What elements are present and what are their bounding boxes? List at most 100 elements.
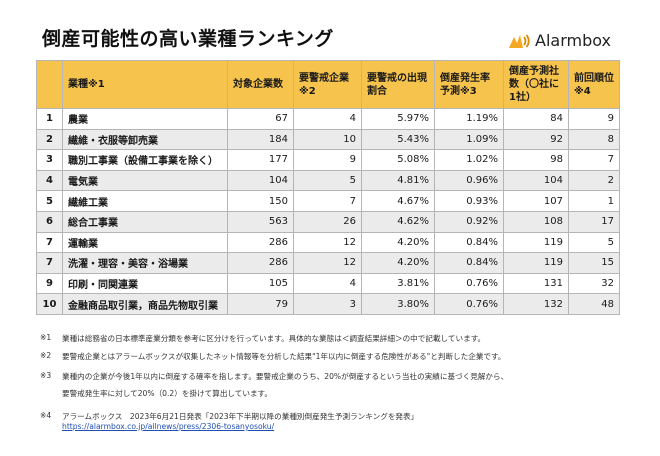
brand-logo: Alarmbox <box>508 31 611 50</box>
rate-cell: 0.93% <box>434 190 504 212</box>
rate-cell: 1.02% <box>434 149 504 171</box>
table-row: 6 総合工事業 563 26 4.62% 0.92% 108 17 <box>36 210 620 233</box>
industry-cell: 総合工事業 <box>62 210 228 233</box>
header-industry: 業種※1 <box>62 60 228 109</box>
companies-cell: 104 <box>227 169 294 192</box>
one-in-n-cell: 98 <box>503 149 569 171</box>
companies-cell: 563 <box>227 210 294 233</box>
ratio-cell: 5.43% <box>361 128 435 151</box>
companies-cell: 79 <box>227 293 294 315</box>
ratio-cell: 5.97% <box>361 108 435 130</box>
previous-rank-cell: 1 <box>568 190 620 212</box>
ranking-table: 業種※1 対象企業数 要警戒企業※2 要警戒の出現割合 倒産発生率予測※3 倒産… <box>36 60 620 315</box>
companies-cell: 184 <box>227 128 294 151</box>
previous-rank-cell: 7 <box>568 149 620 171</box>
industry-cell: 農業 <box>62 108 228 130</box>
alert-cell: 9 <box>293 149 362 171</box>
header-rank <box>36 60 63 109</box>
table-row: 10 金融商品取引業，商品先物取引業 79 3 3.80% 0.76% 132 48 <box>36 293 620 315</box>
ratio-cell: 4.20% <box>361 252 435 274</box>
ratio-cell: 4.20% <box>361 231 435 254</box>
rate-cell: 0.76% <box>434 272 504 295</box>
press-release-link[interactable]: https://alarmbox.co.jp/allnews/press/230… <box>62 422 275 431</box>
footnote-mark: ※3 <box>40 371 52 380</box>
alert-cell: 4 <box>293 108 362 130</box>
one-in-n-cell: 84 <box>503 108 569 130</box>
previous-rank-cell: 5 <box>568 231 620 254</box>
one-in-n-cell: 132 <box>503 293 569 315</box>
one-in-n-cell: 108 <box>503 210 569 233</box>
industry-cell: 運輸業 <box>62 231 228 254</box>
ratio-cell: 4.67% <box>361 190 435 212</box>
one-in-n-cell: 119 <box>503 252 569 274</box>
previous-rank-cell: 17 <box>568 210 620 233</box>
footnote-text: 要警戒企業とはアラームボックスが収集したネット情報等を分析した結果"1年以内に倒… <box>62 352 506 361</box>
page-title: 倒産可能性の高い業種ランキング <box>42 28 334 50</box>
header-alert-companies: 要警戒企業※2 <box>293 60 362 109</box>
footnote-mark: ※2 <box>40 351 52 360</box>
ratio-cell: 4.81% <box>361 169 435 192</box>
alert-cell: 7 <box>293 190 362 212</box>
alert-cell: 12 <box>293 252 362 274</box>
rank-cell: 1 <box>36 108 63 130</box>
alert-cell: 12 <box>293 231 362 254</box>
header-one-in-n: 倒産予測社数（〇社に1社） <box>503 60 569 109</box>
alert-cell: 3 <box>293 293 362 315</box>
industry-cell: 金融商品取引業，商品先物取引業 <box>62 293 228 315</box>
companies-cell: 286 <box>227 252 294 274</box>
alert-cell: 26 <box>293 210 362 233</box>
brand-name: Alarmbox <box>535 31 611 50</box>
one-in-n-cell: 104 <box>503 169 569 192</box>
rank-cell: 5 <box>36 190 63 212</box>
rate-cell: 0.92% <box>434 210 504 233</box>
industry-cell: 洗濯・理容・美容・浴場業 <box>62 252 228 274</box>
companies-cell: 105 <box>227 272 294 295</box>
ratio-cell: 3.81% <box>361 272 435 295</box>
one-in-n-cell: 107 <box>503 190 569 212</box>
table-row: 7 洗濯・理容・美容・浴場業 286 12 4.20% 0.84% 119 15 <box>36 252 620 274</box>
rank-cell: 10 <box>36 293 63 315</box>
table-row: 4 電気業 104 5 4.81% 0.96% 104 2 <box>36 169 620 192</box>
rank-cell: 7 <box>36 231 63 254</box>
alarm-wave-icon <box>509 33 530 48</box>
companies-cell: 286 <box>227 231 294 254</box>
header-companies: 対象企業数 <box>227 60 294 109</box>
one-in-n-cell: 131 <box>503 272 569 295</box>
table-row: 5 繊維工業 150 7 4.67% 0.93% 107 1 <box>36 190 620 212</box>
rate-cell: 0.84% <box>434 231 504 254</box>
previous-rank-cell: 2 <box>568 169 620 192</box>
rank-cell: 4 <box>36 169 63 192</box>
industry-cell: 職別工事業（設備工事業を除く） <box>62 149 228 171</box>
rank-cell: 3 <box>36 149 63 171</box>
alert-cell: 5 <box>293 169 362 192</box>
rate-cell: 0.96% <box>434 169 504 192</box>
industry-cell: 繊維工業 <box>62 190 228 212</box>
previous-rank-cell: 9 <box>568 108 620 130</box>
table-row: 3 職別工事業（設備工事業を除く） 177 9 5.08% 1.02% 98 7 <box>36 149 620 171</box>
rate-cell: 0.76% <box>434 293 504 315</box>
footnote-text: アラームボックス 2023年6月21日発表「2023年下半期以降の業種別倒産発生… <box>62 412 419 421</box>
table-row: 9 印刷・同関連業 105 4 3.81% 0.76% 131 32 <box>36 272 620 295</box>
ratio-cell: 5.08% <box>361 149 435 171</box>
header-previous-rank: 前回順位※4 <box>568 60 620 109</box>
alert-cell: 4 <box>293 272 362 295</box>
previous-rank-cell: 32 <box>568 272 620 295</box>
companies-cell: 177 <box>227 149 294 171</box>
alert-cell: 10 <box>293 128 362 151</box>
table-row: 2 繊維・衣服等卸売業 184 10 5.43% 1.09% 92 8 <box>36 128 620 151</box>
rate-cell: 1.19% <box>434 108 504 130</box>
footnote-text: 業種は総務省の日本標準産業分類を参考に区分けを行っています。具体的な業態は＜調査… <box>62 334 486 343</box>
ratio-cell: 4.62% <box>361 210 435 233</box>
footnote-text: 業種内の企業が今後1年以内に倒産する確率を指します。要警戒企業のうち、20%が倒… <box>62 372 509 381</box>
table-header-row: 業種※1 対象企業数 要警戒企業※2 要警戒の出現割合 倒産発生率予測※3 倒産… <box>36 60 620 109</box>
rate-cell: 1.09% <box>434 128 504 151</box>
footnote-mark: ※1 <box>40 333 52 342</box>
industry-cell: 繊維・衣服等卸売業 <box>62 128 228 151</box>
table-row: 7 運輸業 286 12 4.20% 0.84% 119 5 <box>36 231 620 254</box>
companies-cell: 67 <box>227 108 294 130</box>
header-alert-ratio: 要警戒の出現割合 <box>361 60 435 109</box>
rank-cell: 2 <box>36 128 63 151</box>
footnote-mark: ※4 <box>40 411 52 420</box>
rank-cell: 7 <box>36 252 63 274</box>
previous-rank-cell: 48 <box>568 293 620 315</box>
